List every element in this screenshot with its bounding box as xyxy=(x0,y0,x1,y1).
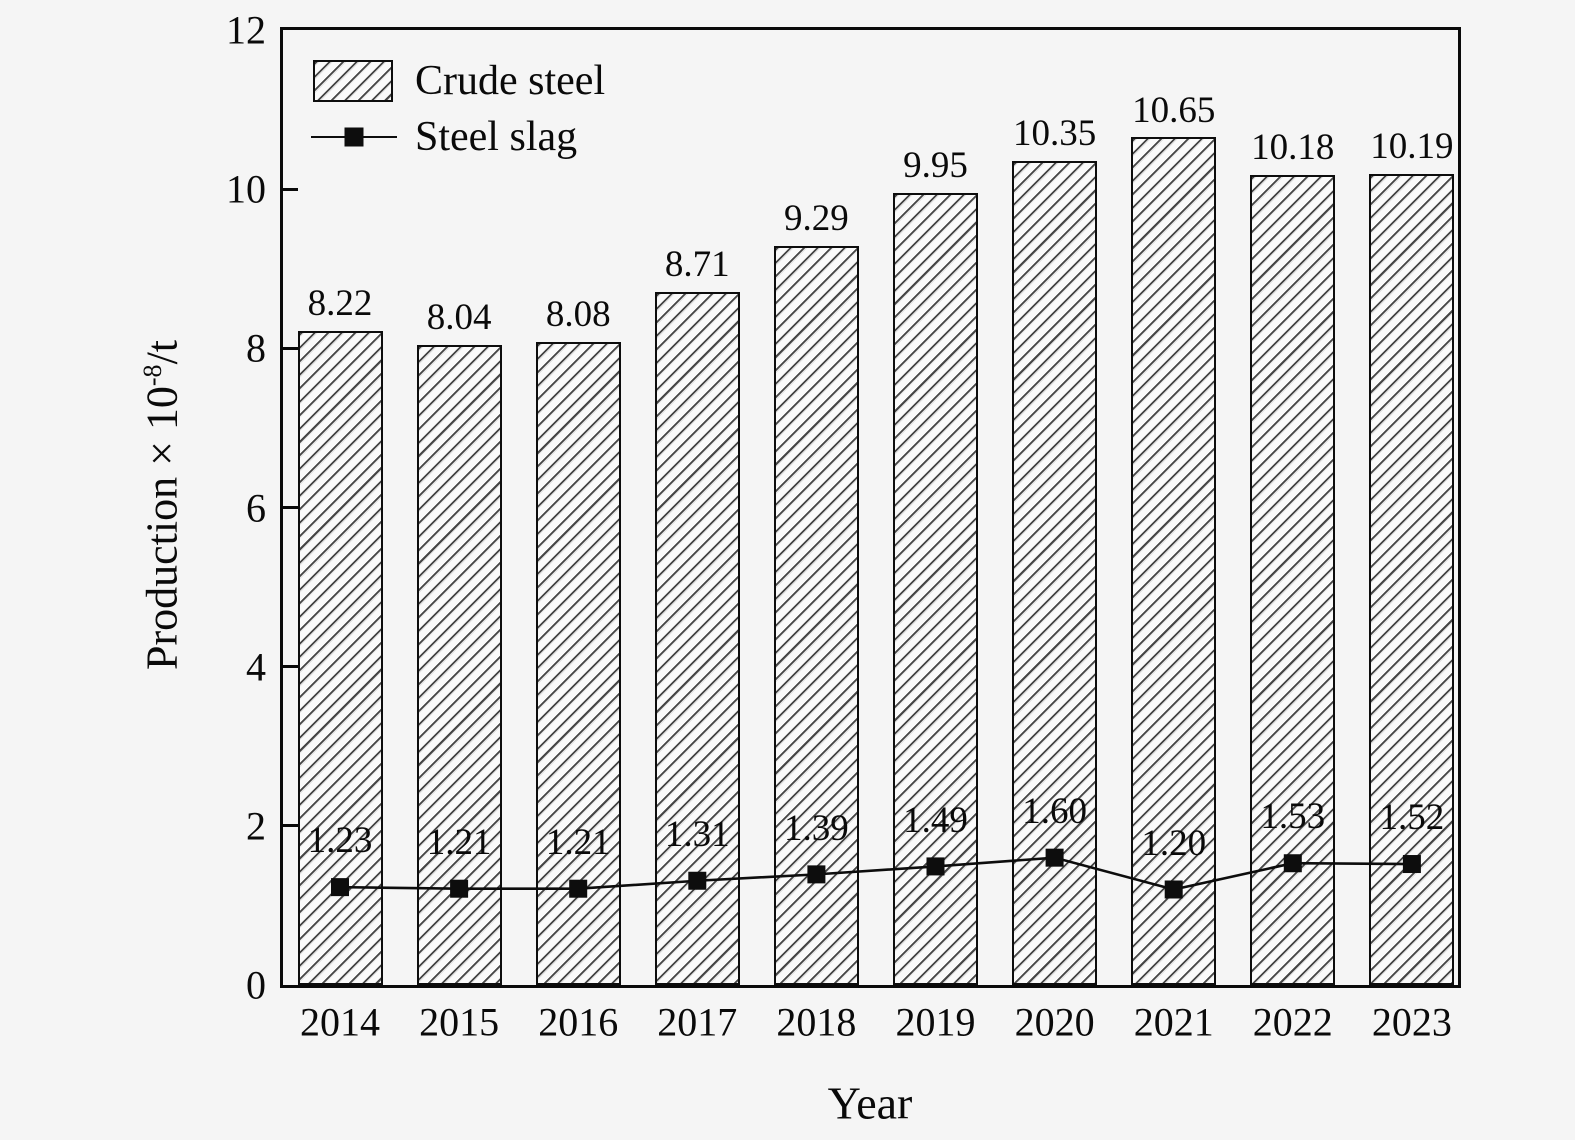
steel-slag-marker xyxy=(331,878,349,897)
y-tick-label: 2 xyxy=(246,803,266,849)
y-tick xyxy=(283,506,298,509)
legend: Crude steel Steel slag xyxy=(311,56,605,168)
x-tick-label: 2016 xyxy=(538,999,619,1045)
crude-steel-bar xyxy=(297,330,383,985)
steel-slag-marker-icon xyxy=(311,127,397,147)
bar-value-label: 10.19 xyxy=(1370,126,1454,168)
x-axis-title: Year xyxy=(827,1077,913,1129)
crude-steel-bar xyxy=(1369,174,1455,985)
line-value-label: 1.60 xyxy=(1022,790,1087,832)
steel-slag-marker xyxy=(450,879,469,898)
x-tick-label: 2021 xyxy=(1133,999,1214,1045)
y-tick-label: 12 xyxy=(226,7,266,53)
y-tick-label: 8 xyxy=(246,325,266,371)
y-axis: 0 2 4 6 8 10 12 xyxy=(0,0,266,1040)
x-tick-label: 2022 xyxy=(1252,999,1333,1045)
legend-item-steel-slag: Steel slag xyxy=(311,112,605,162)
plot-area: Crude steel Steel slag 8.22 8.04 8.08 8.71 9… xyxy=(280,27,1461,988)
crude-steel-bar xyxy=(654,291,740,985)
bar-value-label: 9.29 xyxy=(784,197,849,239)
legend-item-crude-steel: Crude steel xyxy=(313,56,605,106)
y-tick-label: 10 xyxy=(226,166,266,212)
steel-slag-marker xyxy=(1045,848,1064,867)
bar-value-label: 8.22 xyxy=(307,282,373,324)
x-tick-label: 2023 xyxy=(1371,999,1452,1045)
steel-slag-line xyxy=(339,856,1412,891)
line-value-label: 1.20 xyxy=(1141,822,1207,864)
x-tick-label: 2020 xyxy=(1014,999,1095,1045)
crude-steel-bar xyxy=(535,341,621,985)
crude-steel-bar xyxy=(1250,174,1336,985)
crude-steel-bar xyxy=(1012,161,1098,985)
crude-steel-bar xyxy=(1131,137,1217,985)
x-tick-label: 2014 xyxy=(300,999,380,1045)
y-tick xyxy=(283,665,298,669)
bar-value-label: 10.18 xyxy=(1251,127,1335,168)
line-series-svg xyxy=(331,848,1421,899)
steel-slag-marker xyxy=(688,871,707,890)
bar-value-label: 8.08 xyxy=(545,294,611,336)
y-tick xyxy=(283,824,298,828)
steel-slag-marker xyxy=(1402,855,1421,874)
steel-slag-marker xyxy=(1283,854,1302,873)
line-value-label: 1.53 xyxy=(1260,796,1326,838)
y-tick xyxy=(283,346,298,350)
crude-steel-bar xyxy=(773,245,859,985)
bar-value-label: 8.71 xyxy=(664,244,730,285)
x-tick-label: 2019 xyxy=(895,999,976,1045)
line-value-label: 1.52 xyxy=(1379,797,1445,839)
bar-value-label: 10.65 xyxy=(1132,89,1216,131)
crude-steel-legend-label: Crude steel xyxy=(415,58,606,104)
x-tick-label: 2018 xyxy=(776,999,857,1045)
line-value-label: 1.23 xyxy=(307,820,373,862)
line-value-label: 1.39 xyxy=(784,807,849,849)
crude-steel-bar xyxy=(893,193,978,985)
line-value-label: 1.21 xyxy=(426,821,492,863)
crude-steel-swatch-icon xyxy=(313,60,393,102)
steel-slag-marker xyxy=(926,857,945,876)
y-tick-label: 6 xyxy=(246,485,266,530)
steel-slag-legend-label: Steel slag xyxy=(415,114,578,160)
bar-value-label: 8.04 xyxy=(426,297,492,339)
x-tick-label: 2015 xyxy=(419,999,500,1045)
line-value-label: 1.31 xyxy=(664,813,730,855)
bar-value-label: 9.95 xyxy=(903,145,968,187)
x-tick-label: 2017 xyxy=(657,999,738,1045)
crude-steel-bar xyxy=(416,345,502,985)
steel-slag-marker xyxy=(569,879,588,898)
line-value-label: 1.21 xyxy=(545,821,611,863)
y-tick xyxy=(283,187,298,191)
y-tick-label: 0 xyxy=(246,962,266,1008)
square-marker-icon xyxy=(344,127,364,147)
steel-slag-marker xyxy=(807,865,826,884)
y-tick-label: 4 xyxy=(246,644,266,690)
line-value-label: 1.49 xyxy=(903,799,968,841)
steel-slag-marker xyxy=(1164,880,1183,899)
bar-value-label: 10.35 xyxy=(1012,113,1097,155)
